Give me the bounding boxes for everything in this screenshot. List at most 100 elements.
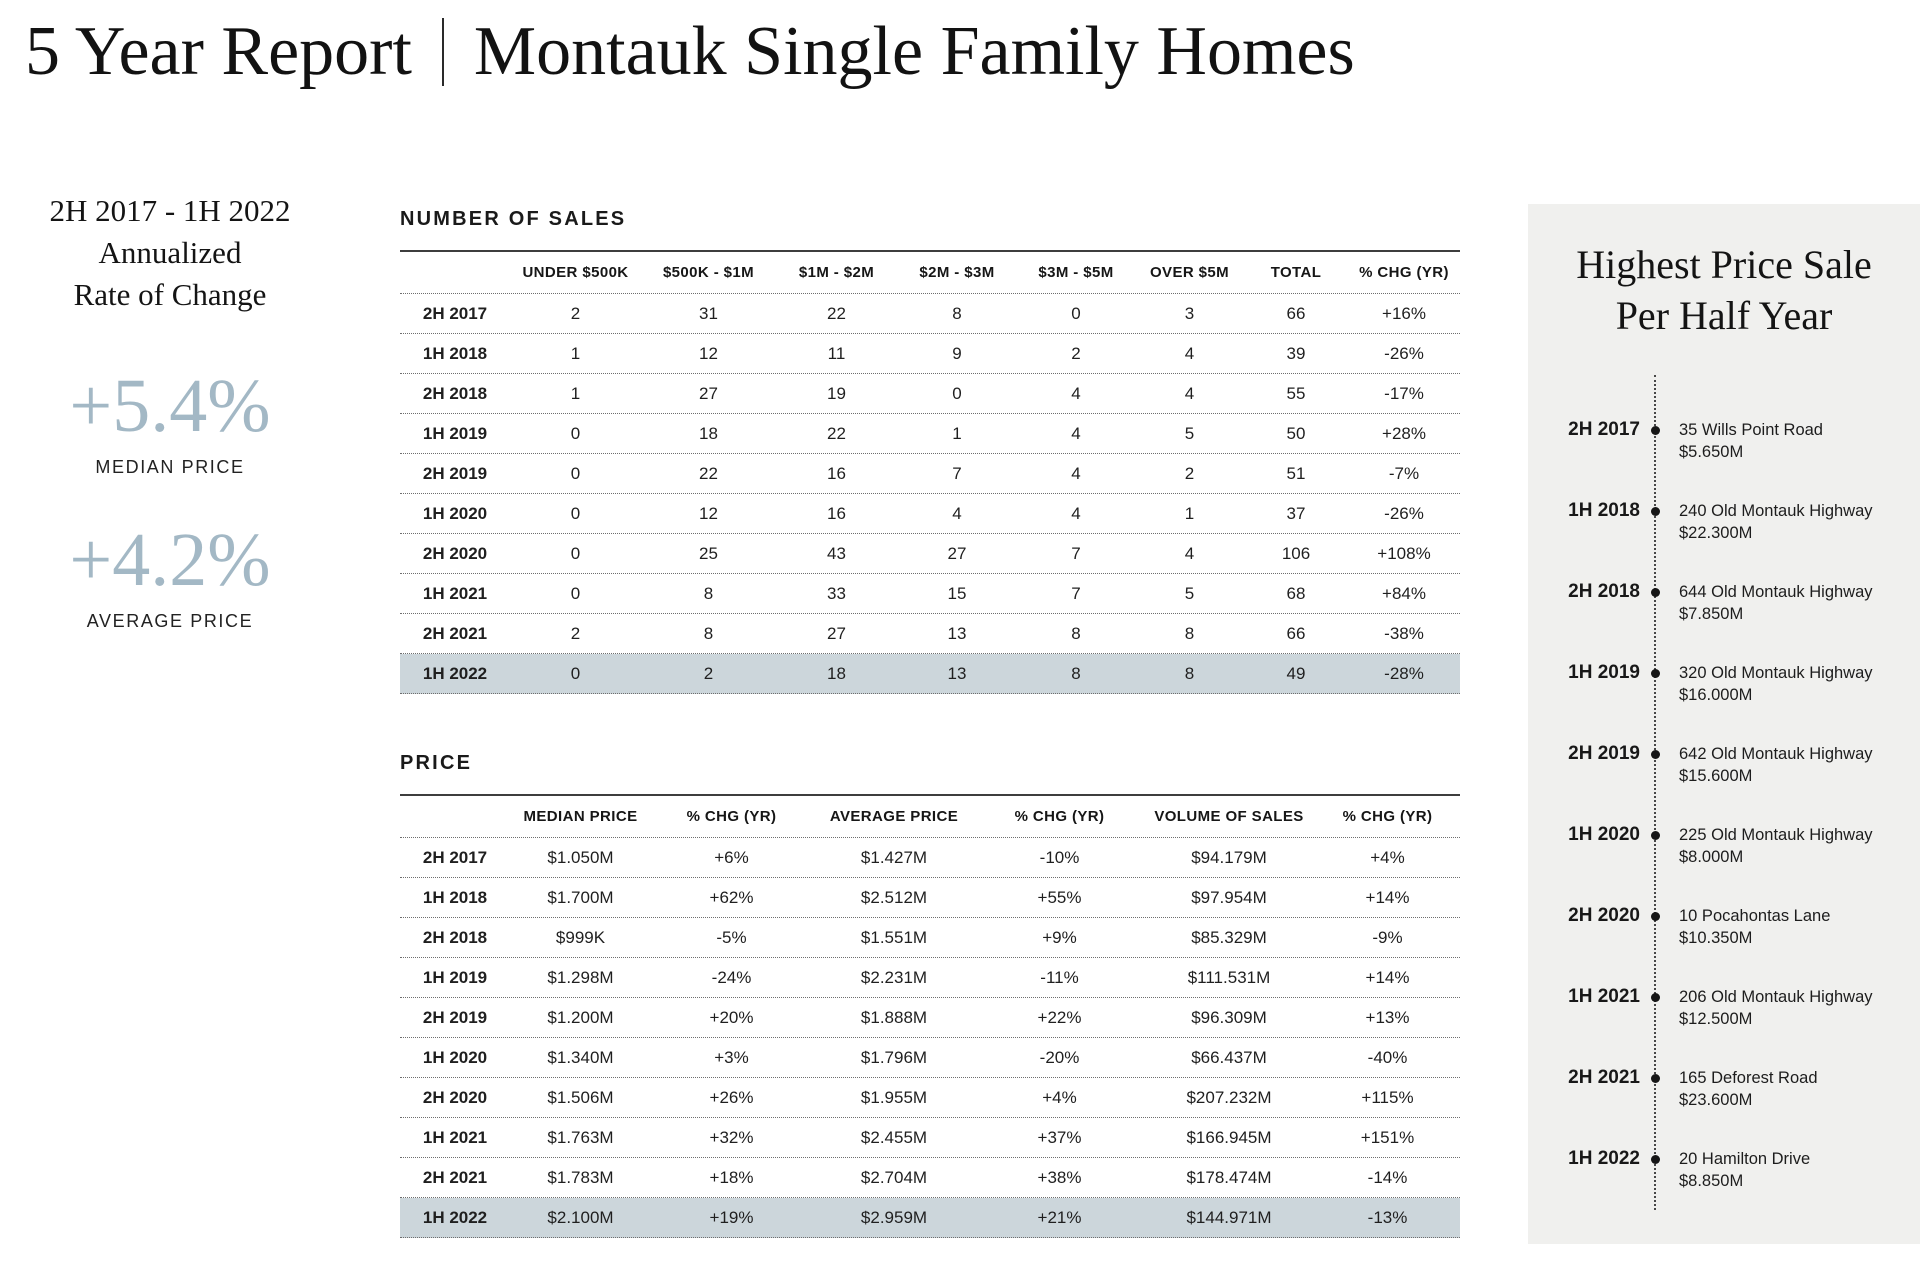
- table-cell: -40%: [1367, 1047, 1408, 1067]
- table-row: 1H 2020 $1.340M +3% $1.796M -20% $66.437M -40%: [400, 1038, 1460, 1078]
- table-cell: 3: [1184, 303, 1195, 323]
- number-of-sales-table: UNDER $500K $500K - $1M $1M - $2M $2M - $3M…: [400, 250, 1460, 694]
- table-cell: 4: [1071, 383, 1081, 403]
- timeline-period: 1H 2018: [1568, 500, 1640, 521]
- price-title: PRICE: [400, 752, 473, 774]
- timeline-dot-column: [1640, 823, 1670, 904]
- row-period-label: 2H 2020: [422, 543, 488, 563]
- table-cell: $2.100M: [547, 1207, 614, 1227]
- table-cell: 31: [699, 303, 718, 323]
- column-header: % CHG (YR): [1342, 808, 1433, 825]
- table-cell: +4%: [1042, 1087, 1077, 1107]
- table-cell: 2: [570, 623, 581, 643]
- table-cell: +6%: [714, 847, 749, 867]
- timeline-entry: 1H 2022 20 Hamilton Drive $8.850M: [1528, 1147, 1920, 1228]
- table-cell: 68: [1286, 583, 1306, 603]
- timeline-price: $8.850M: [1679, 1172, 1744, 1190]
- table-cell: $144.971M: [1186, 1207, 1272, 1227]
- table-cell: $1.700M: [547, 887, 614, 907]
- panel-title-line: Per Half Year: [1615, 292, 1833, 338]
- table-row: 2H 2019 0 22 16 7 4 2 51 -7%: [400, 454, 1460, 494]
- column-header: OVER $5M: [1149, 264, 1230, 281]
- table-cell: 1: [570, 383, 581, 403]
- median-price-stat: +5.4% MEDIAN PRICE: [15, 368, 325, 478]
- row-period-label: 1H 2022: [422, 1207, 488, 1227]
- timeline-price: $5.650M: [1679, 443, 1744, 461]
- table-cell: -14%: [1367, 1167, 1408, 1187]
- table-cell: -24%: [711, 967, 752, 987]
- timeline-dot: [1650, 750, 1660, 759]
- table-cell: 0: [570, 663, 581, 683]
- column-header: $1M - $2M: [798, 264, 875, 281]
- table-cell: 66: [1286, 623, 1306, 643]
- table-cell: $2.512M: [860, 887, 928, 907]
- table-cell: $2.455M: [860, 1127, 928, 1147]
- table-cell: $1.298M: [547, 967, 614, 987]
- table-cell: -10%: [1039, 847, 1080, 867]
- timeline: 2H 2017 35 Wills Point Road $5.650M 1H 2018…: [1528, 418, 1920, 1228]
- table-row: 1H 2020 0 12 16 4 4 1 37 -26%: [400, 494, 1460, 534]
- table-cell: 49: [1286, 663, 1306, 683]
- title-divider: [441, 18, 444, 86]
- table-row: 2H 2021 2 8 27 13 8 8 66 -38%: [400, 614, 1460, 654]
- timeline-details: 642 Old Montauk Highway $15.600M: [1670, 742, 1920, 823]
- column-header: $2M - $3M: [919, 264, 995, 281]
- table-row: 1H 2022 $2.100M +19% $2.959M +21% $144.971M -1…: [400, 1198, 1460, 1238]
- timeline-details: 20 Hamilton Drive $8.850M: [1670, 1147, 1920, 1228]
- table-cell: -20%: [1039, 1047, 1080, 1067]
- table-cell: 33: [827, 583, 846, 603]
- timeline-address: 10 Pocahontas Lane: [1679, 907, 1831, 925]
- table-cell: $96.309M: [1191, 1007, 1267, 1027]
- table-cell: 4: [1071, 463, 1081, 483]
- table-cell: 39: [1286, 343, 1306, 363]
- column-header: AVERAGE PRICE: [829, 808, 959, 825]
- column-header: $500K - $1M: [662, 264, 755, 281]
- table-cell: $2.704M: [860, 1167, 928, 1187]
- table-row: 2H 2017 $1.050M +6% $1.427M -10% $94.179M +4%: [400, 838, 1460, 878]
- timeline-details: 165 Deforest Road $23.600M: [1670, 1066, 1920, 1147]
- table-cell: +28%: [1382, 423, 1426, 443]
- table-cell: 16: [827, 463, 846, 483]
- table-cell: $1.427M: [860, 847, 928, 867]
- table-cell: $178.474M: [1186, 1167, 1272, 1187]
- table-cell: 1: [952, 423, 962, 443]
- table-header-row: MEDIAN PRICE % CHG (YR) AVERAGE PRICE % CHG…: [400, 796, 1460, 838]
- table-cell: +9%: [1042, 927, 1077, 947]
- table-cell: 11: [827, 343, 846, 363]
- timeline-address: 320 Old Montauk Highway: [1679, 664, 1873, 682]
- table-cell: 50: [1286, 423, 1306, 443]
- median-price-value: +5.4%: [69, 364, 271, 449]
- number-of-sales-title: NUMBER OF SALES: [400, 208, 627, 230]
- table-cell: 2: [570, 303, 581, 323]
- table-cell: 51: [1286, 463, 1306, 483]
- timeline-dot: [1650, 1155, 1660, 1164]
- table-cell: 1: [1184, 503, 1195, 523]
- table-cell: 8: [1071, 663, 1081, 683]
- average-price-value: +4.2%: [69, 518, 271, 603]
- table-cell: 8: [1071, 623, 1081, 643]
- column-header: % CHG (YR): [1014, 808, 1105, 825]
- table-cell: $1.796M: [860, 1047, 928, 1067]
- timeline-dot-column: [1640, 985, 1670, 1066]
- table-cell: $97.954M: [1191, 887, 1267, 907]
- row-period-label: 2H 2021: [422, 623, 488, 643]
- timeline-price: $16.000M: [1679, 686, 1753, 704]
- timeline-address: 644 Old Montauk Highway: [1679, 583, 1873, 601]
- table-cell: $1.050M: [547, 847, 614, 867]
- timeline-dot-column: [1640, 1147, 1670, 1228]
- timeline-dot-column: [1640, 580, 1670, 661]
- table-cell: +14%: [1365, 887, 1410, 907]
- table-cell: 27: [827, 623, 846, 643]
- timeline-period: 2H 2021: [1568, 1067, 1640, 1088]
- table-row: 2H 2021 $1.783M +18% $2.704M +38% $178.474M -1…: [400, 1158, 1460, 1198]
- column-header: VOLUME OF SALES: [1154, 808, 1304, 825]
- table-cell: 13: [947, 623, 967, 643]
- timeline-details: 10 Pocahontas Lane $10.350M: [1670, 904, 1920, 985]
- table-cell: $1.763M: [547, 1127, 614, 1147]
- timeline-dot: [1650, 669, 1660, 678]
- row-period-label: 1H 2021: [422, 1127, 488, 1147]
- table-header-row: UNDER $500K $500K - $1M $1M - $2M $2M - $3M…: [400, 252, 1460, 294]
- timeline-period: 2H 2020: [1568, 905, 1640, 926]
- table-cell: 7: [1071, 583, 1081, 603]
- table-cell: 12: [699, 343, 718, 363]
